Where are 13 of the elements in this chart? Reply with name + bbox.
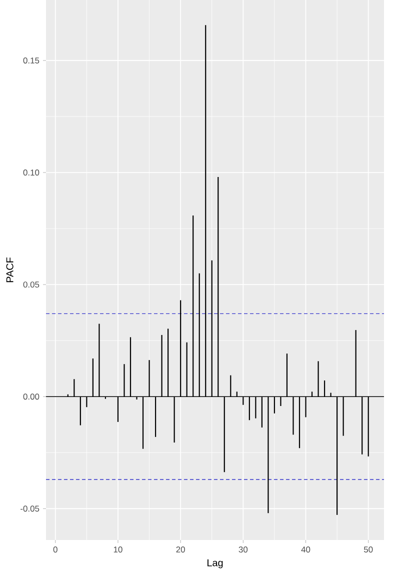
x-tick-label: 30	[238, 546, 248, 553]
y-tick-label: 0.05	[23, 282, 40, 288]
y-tick-label: 0.10	[23, 170, 40, 176]
x-tick-label: 10	[114, 546, 122, 553]
y-axis-title: PACF	[6, 257, 14, 282]
x-tick-label: 0	[53, 546, 58, 553]
y-tick-label: -0.05	[20, 506, 40, 512]
y-tick-label: 0.15	[23, 58, 40, 64]
y-tick-label: 0.00	[23, 394, 40, 400]
x-tick-label: 50	[364, 546, 373, 553]
x-axis-title: Lag	[208, 559, 223, 568]
x-tick-label: 20	[176, 546, 185, 553]
x-tick-label: 40	[301, 546, 310, 553]
